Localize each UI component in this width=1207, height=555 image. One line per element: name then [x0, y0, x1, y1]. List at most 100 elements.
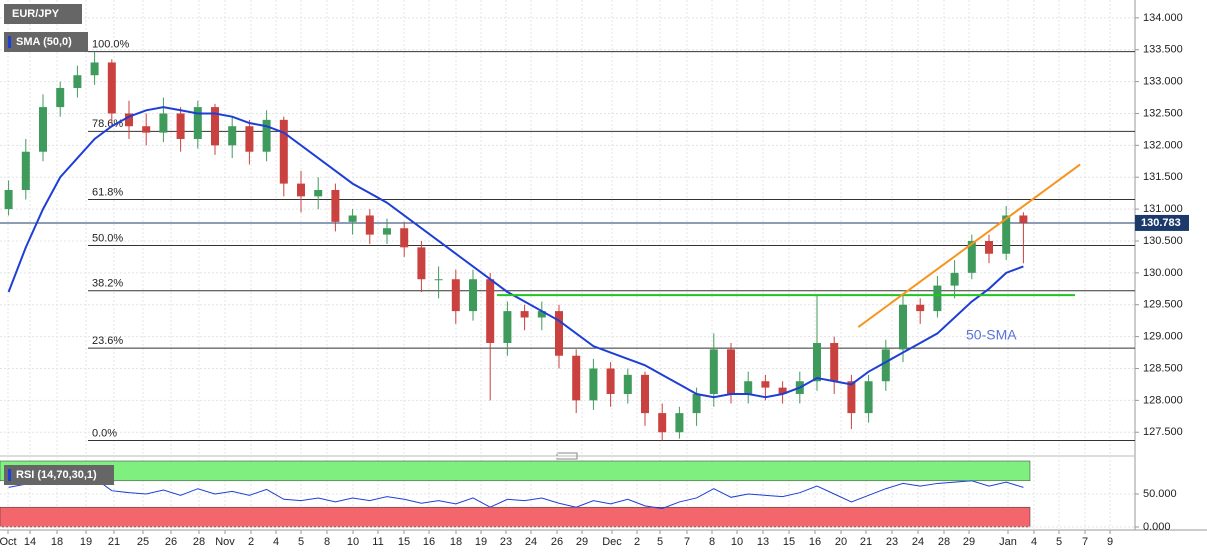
candle-body: [90, 62, 99, 76]
x-tick-label: Jan: [999, 536, 1017, 548]
candle-body: [899, 304, 907, 350]
candle-body: [159, 113, 168, 133]
x-tick-label: 25: [137, 536, 149, 548]
candle-body: [555, 311, 563, 356]
x-tick-label: 20: [835, 536, 847, 548]
x-tick-label: Dec: [602, 536, 622, 548]
candle-body: [830, 342, 839, 382]
title-box: [4, 4, 82, 24]
candle-body: [503, 311, 512, 343]
x-tick-label: 7: [1082, 536, 1088, 548]
candle-body: [933, 285, 942, 312]
candle-body: [211, 107, 219, 146]
x-tick-label: 29: [963, 536, 975, 548]
x-tick-label: 4: [273, 536, 279, 548]
x-tick-label: 28: [938, 536, 950, 548]
candle-body: [451, 279, 460, 312]
candle-body: [331, 189, 340, 222]
candle-body: [4, 189, 13, 210]
rsi-line: [8, 477, 1024, 510]
x-tick-label: 5: [298, 536, 304, 548]
candle-body: [434, 279, 443, 281]
y-tick-label: 130.000: [1143, 267, 1183, 279]
x-tick-label: 7: [684, 536, 690, 548]
x-tick-label: 2: [634, 536, 640, 548]
candle-body: [279, 119, 288, 184]
candle-body: [1002, 215, 1011, 254]
candle-body: [658, 413, 667, 433]
x-tick-label: 5: [657, 536, 663, 548]
x-tick-label: 19: [475, 536, 487, 548]
x-tick-label: 26: [551, 536, 563, 548]
x-tick-label: 28: [193, 536, 205, 548]
x-tick-label: 23: [500, 536, 512, 548]
candle-body: [623, 374, 632, 394]
candle-body: [469, 279, 477, 312]
x-tick-label: 19: [80, 536, 92, 548]
candle-body: [297, 183, 305, 197]
candle-body: [176, 113, 185, 139]
candle-body: [228, 126, 237, 146]
candle-body: [262, 119, 271, 152]
candle-body: [967, 240, 976, 273]
y-tick-label: 127.500: [1143, 426, 1183, 438]
fib-label: 0.0%: [92, 427, 117, 439]
candle-body: [709, 349, 718, 394]
fib-label: 23.6%: [92, 335, 123, 347]
x-tick-label: 18: [450, 536, 462, 548]
y-tick-label: 128.500: [1143, 362, 1183, 374]
candle-body: [383, 228, 391, 235]
y-tick-label: 129.500: [1143, 299, 1183, 311]
x-tick-label: 2: [248, 536, 254, 548]
rsi-legend-swatch: [8, 469, 11, 481]
fib-label: 38.2%: [92, 278, 123, 290]
x-tick-label: 14: [24, 536, 36, 548]
x-tick-label: 10: [731, 536, 743, 548]
candle-body: [125, 113, 133, 127]
x-tick-label: 24: [912, 536, 924, 548]
y-tick-label: 133.500: [1143, 44, 1183, 56]
candle-body: [641, 374, 649, 414]
candle-body: [193, 107, 202, 139]
candle-body: [847, 381, 856, 414]
candle-body: [675, 413, 684, 433]
rsi-oversold-zone: [0, 506, 1031, 528]
fib-label: 50.0%: [92, 232, 123, 244]
y-tick-label: 128.000: [1143, 394, 1183, 406]
candle-body: [314, 189, 323, 197]
candle-body: [400, 228, 409, 248]
rsi-tick-label: 50.000: [1143, 488, 1177, 500]
sma-line: [7, 106, 1024, 399]
candle-body: [1019, 215, 1028, 223]
x-tick-label: 4: [1031, 536, 1037, 548]
x-tick-label: 16: [423, 536, 435, 548]
candle-body: [107, 62, 116, 114]
x-tick-label: 10: [347, 536, 359, 548]
sma-annotation: 50-SMA: [966, 327, 1017, 343]
rsi-legend: RSI (14,70,30,1): [16, 469, 97, 481]
x-tick-label: 8: [709, 536, 715, 548]
x-tick-label: 5: [1056, 536, 1062, 548]
trend-line: [857, 163, 1081, 328]
candle-body: [950, 272, 959, 286]
x-tick-label: 26: [165, 536, 177, 548]
candle-body: [417, 247, 426, 280]
candle-body: [778, 387, 787, 394]
candle-body: [589, 368, 598, 401]
candle-body: [916, 304, 925, 312]
x-tick-label: Nov: [215, 536, 235, 548]
candle-body: [21, 151, 30, 190]
last-price-label: 130.783: [1141, 217, 1181, 229]
candle-body: [864, 381, 873, 414]
sma-legend: SMA (50,0): [16, 36, 72, 48]
x-tick-label: 13: [757, 536, 769, 548]
fib-label: 100.0%: [92, 39, 130, 51]
candle-body: [56, 87, 65, 108]
x-tick-label: 23: [886, 536, 898, 548]
candle-body: [985, 240, 993, 254]
candle-body: [245, 126, 254, 152]
chart-title: EUR/JPY: [12, 8, 60, 20]
x-tick-label: 15: [783, 536, 795, 548]
x-tick-label: 21: [108, 536, 120, 548]
